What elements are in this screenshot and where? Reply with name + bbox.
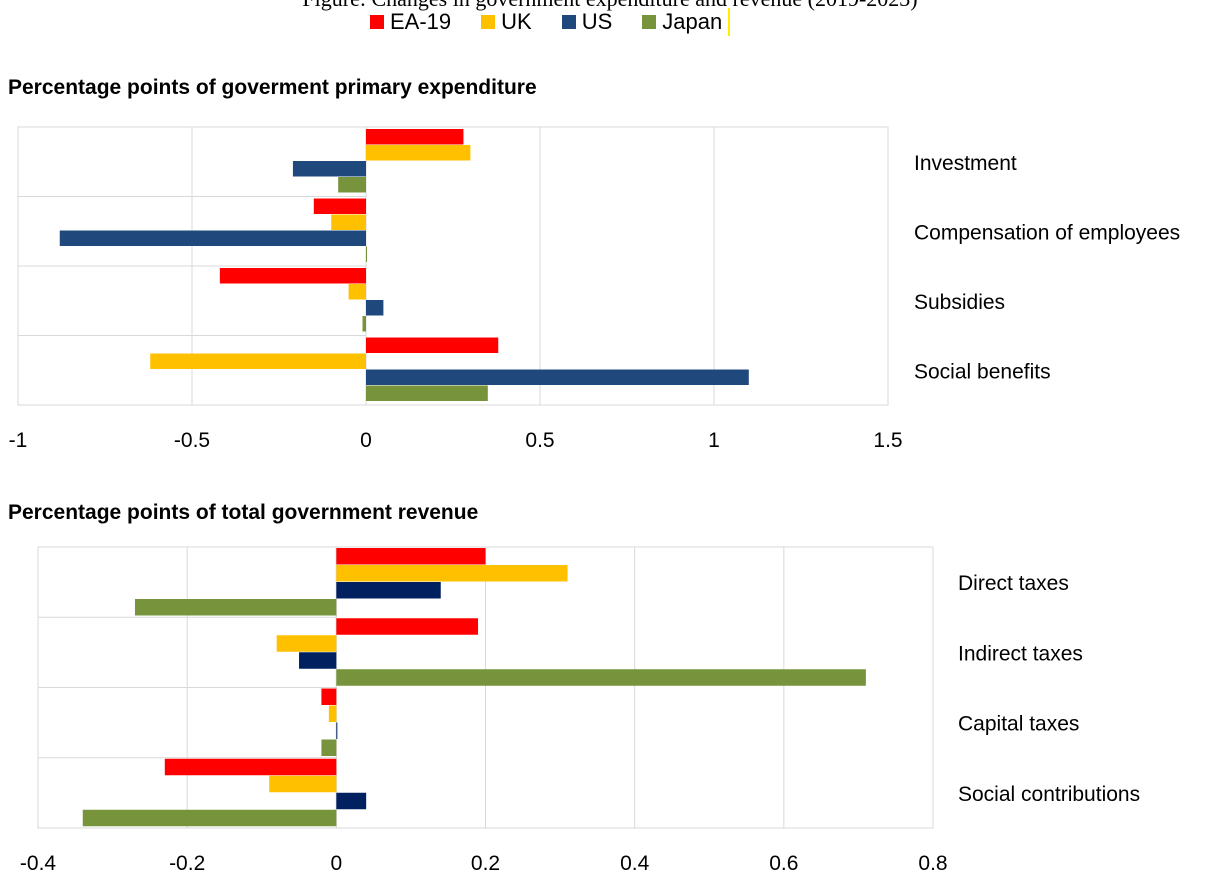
bar-us xyxy=(292,161,366,177)
x-tick-label: 0.2 xyxy=(471,852,500,873)
legend-swatch-japan xyxy=(642,15,657,29)
category-label: Social contributions xyxy=(958,783,1140,806)
bar-us xyxy=(336,792,367,810)
bar-uk xyxy=(269,775,337,793)
bar-ea19 xyxy=(313,198,366,214)
bar-us xyxy=(299,652,337,669)
bar-us xyxy=(336,722,338,739)
chart2-group: -0.4 -0.2 0 0.2 0.4 0.6 0.8 Direct taxes Indirec… xyxy=(20,546,1140,873)
legend-label-japan: Japan xyxy=(662,9,723,34)
chart1-title: Percentage points of goverment primary e… xyxy=(8,76,537,99)
bar-ea19 xyxy=(219,268,366,284)
bar-uk xyxy=(366,145,471,161)
bar-japan xyxy=(366,385,488,401)
legend-swatch-ea19 xyxy=(370,15,384,29)
bar-ea19 xyxy=(366,337,499,353)
x-tick-label: 0 xyxy=(330,852,342,873)
x-tick-label: 0 xyxy=(360,429,372,452)
legend: EA-19 UK US Japan xyxy=(370,8,731,36)
legend-swatch-uk xyxy=(481,15,496,29)
category-label: Social benefits xyxy=(914,360,1051,383)
bar-ea19 xyxy=(336,618,479,635)
legend-item-us: US xyxy=(561,9,613,35)
bar-uk xyxy=(276,635,337,652)
x-tick-label: 0.5 xyxy=(525,429,554,452)
bar-us xyxy=(366,300,384,316)
chart1-group: -1 -0.5 0 0.5 1 1.5 Investment Compensation of … xyxy=(9,126,1180,452)
text-cursor xyxy=(728,8,731,36)
bar-ea19 xyxy=(321,688,337,705)
bar-uk xyxy=(150,353,366,369)
legend-label-ea19: EA-19 xyxy=(390,9,452,34)
bar-ea19 xyxy=(164,758,337,776)
x-tick-label: -0.2 xyxy=(169,852,205,873)
bar-japan xyxy=(336,669,866,686)
x-tick-label: 1 xyxy=(708,429,720,452)
category-label: Indirect taxes xyxy=(958,642,1083,665)
bar-us xyxy=(366,369,749,385)
bar-uk xyxy=(331,214,366,230)
category-label: Subsidies xyxy=(914,291,1005,314)
bar-japan xyxy=(82,809,337,827)
bar-uk xyxy=(328,705,337,722)
bar-japan xyxy=(362,316,366,332)
figure-title: Figure: Changes in government expenditur… xyxy=(0,0,1220,12)
legend-item-ea19: EA-19 xyxy=(370,9,451,35)
bar-japan xyxy=(321,739,337,756)
category-label: Direct taxes xyxy=(958,572,1069,595)
bar-japan xyxy=(338,177,366,193)
bar-us xyxy=(59,230,366,246)
bar-us xyxy=(336,582,441,599)
category-label: Investment xyxy=(914,152,1017,175)
category-label: Capital taxes xyxy=(958,713,1079,736)
category-label: Compensation of employees xyxy=(914,221,1180,244)
x-tick-label: 0.6 xyxy=(769,852,798,873)
bar-ea19 xyxy=(336,548,486,565)
x-tick-label: -0.5 xyxy=(174,429,210,452)
chart2-title: Percentage points of total government re… xyxy=(8,501,479,524)
legend-item-uk: UK xyxy=(481,9,532,35)
bar-uk xyxy=(336,565,568,582)
legend-label-us: US xyxy=(581,9,613,34)
x-tick-label: -1 xyxy=(9,429,28,452)
bar-uk xyxy=(348,284,366,300)
x-tick-label: 1.5 xyxy=(873,429,902,452)
legend-swatch-us xyxy=(561,15,576,29)
x-tick-label: -0.4 xyxy=(20,852,57,873)
bar-japan xyxy=(366,246,367,262)
x-tick-label: 0.8 xyxy=(918,852,947,873)
legend-label-uk: UK xyxy=(501,9,532,34)
x-tick-label: 0.4 xyxy=(620,852,650,873)
bar-ea19 xyxy=(366,129,464,145)
bar-japan xyxy=(134,599,337,616)
legend-item-japan: Japan xyxy=(642,9,722,35)
